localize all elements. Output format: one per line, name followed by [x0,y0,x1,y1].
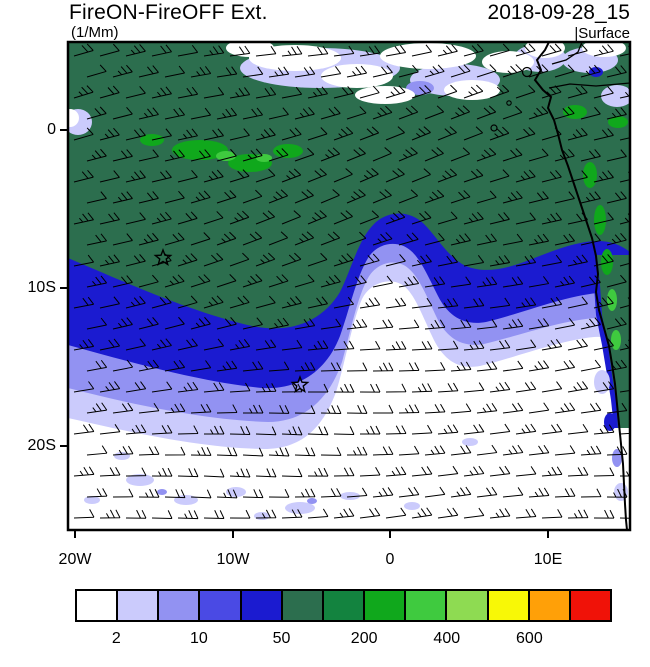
y-axis-tick-label: 20S [27,437,56,454]
colorbar-cell [241,591,283,620]
colorbar-tick-label: 10 [190,630,208,647]
colorbar [75,589,612,622]
level-bar: | [574,25,579,42]
island-outline [521,66,533,78]
y-axis-tick-label: 10S [27,279,56,296]
map-field [68,42,630,530]
colorbar-labels: 2 10 50 200 400 600 [75,630,612,652]
island-outline [506,100,512,106]
colorbar-tick-label: 600 [516,630,543,647]
colorbar-cell [159,591,201,620]
colorbar-cell [118,591,160,620]
colorbar-cell [200,591,242,620]
colorbar-cell [365,591,407,620]
wind-barbs-layer [73,43,630,520]
country-border [551,42,583,65]
colorbar-cell [488,591,530,620]
field-cloud-patches [68,42,630,135]
level-label: Surface [578,25,630,42]
plot-title: FireON-FireOFF Ext. [69,1,268,24]
x-axis-tick-label: 0 [385,551,395,568]
colorbar-cell [570,591,611,620]
coastline [533,42,628,530]
field-darkgreen [68,42,630,329]
y-axis-tick-label: 0 [47,121,56,138]
colorbar-tick-label: 400 [433,630,461,647]
colorbar-cell [447,591,489,620]
colorbar-cell [529,591,571,620]
star-marker [153,248,173,267]
x-axis-tick-label: 20W [58,551,92,568]
island-outline [490,124,498,132]
map-frame [66,40,632,532]
plot-level: |Surface [574,25,630,42]
colorbar-cell [406,591,448,620]
country-border [548,82,630,89]
plot-units: (1/Mm) [71,24,119,41]
x-axis-tick-label: 10E [533,551,563,568]
axis-ticks [60,129,549,538]
colorbar-cell [77,591,119,620]
x-axis-tick-label: 10W [216,551,250,568]
colorbar-tick-label: 200 [350,630,378,647]
colorbar-tick-label: 2 [111,630,121,647]
colorbar-tick-label: 50 [272,630,291,647]
colorbar-cell [282,591,324,620]
colorbar-cell [323,591,366,620]
star-marker [290,375,310,394]
plot-datetime: 2018-09-28_15 [487,1,630,24]
